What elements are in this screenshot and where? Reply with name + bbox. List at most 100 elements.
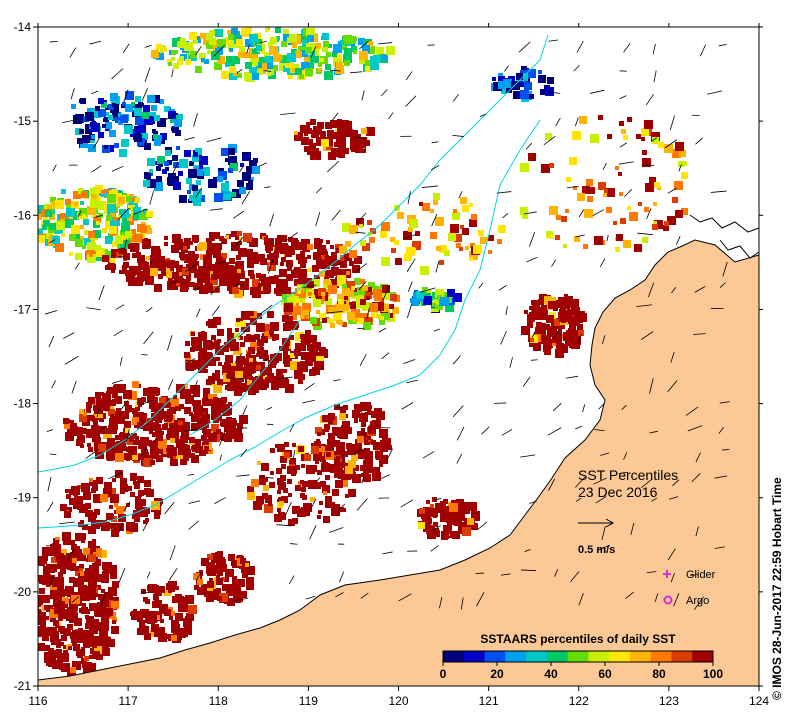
sst-pixel (199, 165, 203, 169)
sst-pixel (681, 172, 688, 179)
sst-pixel (90, 638, 97, 645)
sst-pixel (342, 284, 347, 289)
sst-pixel (149, 169, 153, 173)
sst-pixel (232, 366, 240, 374)
sst-pixel (189, 437, 195, 443)
sst-pixel (362, 302, 371, 311)
sst-pixel (263, 485, 269, 491)
sst-pixel (98, 444, 106, 452)
sst-pixel (162, 169, 167, 174)
sst-pixel (613, 221, 617, 225)
current-vector (548, 39, 559, 42)
colorbar-tick-label: 100 (703, 667, 723, 681)
sst-pixel (92, 643, 97, 648)
sst-pixel (134, 510, 140, 516)
current-vector (676, 236, 681, 245)
sst-pixel (250, 274, 255, 279)
sst-pixel (121, 210, 129, 218)
current-vector (575, 234, 585, 238)
sst-pixel (171, 624, 180, 633)
sst-pixel (243, 233, 252, 242)
sst-pixel (320, 131, 326, 137)
current-vector (435, 261, 440, 273)
sst-pixel (184, 254, 193, 263)
sst-pixel (573, 186, 577, 190)
glider-marker-icon (663, 570, 671, 578)
sst-pixel (248, 180, 253, 185)
sst-pixel (171, 127, 175, 131)
sst-pixel (314, 275, 320, 281)
sst-pixel (82, 524, 88, 530)
sst-pixel (282, 382, 288, 388)
sst-pixel (42, 225, 47, 230)
sst-pixel (78, 628, 83, 633)
current-vector (652, 43, 656, 55)
sst-pixel (579, 116, 587, 124)
sst-pixel (333, 55, 342, 64)
sst-pixel (366, 296, 370, 300)
sst-pixel (99, 627, 108, 636)
sst-pixel (323, 41, 329, 47)
sst-pixel (563, 332, 572, 341)
sst-pixel (70, 566, 75, 571)
current-vector (520, 569, 537, 572)
current-vector (67, 549, 75, 560)
sst-pixel (320, 255, 325, 260)
sst-pixel (254, 334, 260, 340)
sst-pixel (111, 529, 119, 537)
sst-pixel (45, 210, 52, 217)
sst-pixel (279, 243, 288, 252)
sst-pixel (160, 139, 165, 144)
sst-pixel (52, 236, 60, 244)
sst-pixel (166, 403, 171, 408)
sst-pixel (339, 507, 344, 512)
sst-pixel (348, 121, 352, 125)
current-vector (89, 40, 102, 45)
sst-pixel (63, 598, 69, 604)
sst-pixel (140, 609, 149, 618)
sst-pixel (217, 39, 226, 48)
current-vector (44, 310, 58, 315)
sst-pixel (379, 429, 388, 438)
sst-pixel (312, 279, 320, 287)
current-vector (355, 231, 366, 234)
current-vector (576, 40, 584, 53)
sst-pixel (194, 585, 199, 590)
current-vector (49, 453, 57, 455)
sst-pixel (112, 392, 118, 398)
sst-pixel (363, 322, 371, 330)
sst-pixel (125, 428, 130, 433)
sst-pixel (155, 428, 162, 435)
sst-pixel (129, 269, 136, 276)
current-vector (407, 281, 413, 292)
sst-pixel (38, 214, 42, 220)
sst-pixel (94, 646, 102, 654)
sst-pixel (319, 313, 326, 320)
sst-pixel (107, 454, 114, 461)
sst-pixel (153, 440, 157, 444)
sst-pixel (104, 145, 108, 149)
sst-pixel (101, 616, 109, 624)
sst-pixel (107, 264, 111, 268)
sst-pixel (146, 489, 154, 497)
current-vector (302, 399, 316, 404)
sst-pixel (249, 311, 254, 316)
sst-pixel (269, 330, 274, 335)
sst-pixel (416, 291, 424, 299)
current-vector (575, 476, 586, 488)
sst-pixel (435, 217, 444, 226)
lon-tick-label: 121 (479, 694, 499, 708)
sst-pixel (88, 587, 96, 595)
sst-pixel (216, 575, 220, 579)
sst-pixel (333, 44, 342, 53)
current-vector (578, 209, 585, 218)
sst-pixel (323, 491, 327, 495)
sst-pixel (287, 53, 296, 62)
sst-pixel (191, 455, 199, 463)
sst-pixel (101, 589, 105, 593)
current-vector (667, 548, 676, 561)
sst-pixel (300, 125, 308, 133)
sst-pixel (277, 444, 285, 452)
sst-pixel (359, 413, 368, 422)
sst-pixel (265, 56, 273, 64)
